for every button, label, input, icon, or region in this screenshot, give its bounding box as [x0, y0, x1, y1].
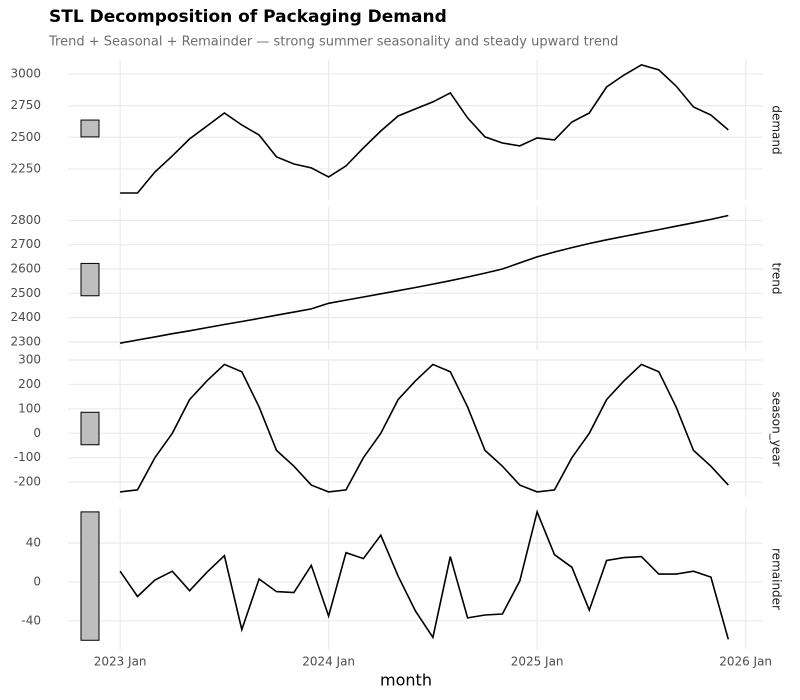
y-tick-label: 2600 [10, 262, 41, 276]
y-tick-label: 2800 [10, 213, 41, 227]
y-tick-label: 2400 [10, 310, 41, 324]
chart-subtitle: Trend + Seasonal + Remainder — strong su… [48, 35, 618, 50]
series-line [119, 214, 729, 344]
facet-label: trend [770, 263, 784, 295]
y-tick-label: -100 [14, 450, 41, 464]
facet-label: season_year [770, 392, 784, 467]
facet-label: remainder [770, 548, 784, 610]
y-tick-label: 2500 [10, 286, 41, 300]
y-tick-label: 300 [18, 353, 41, 367]
facet-label: demand [770, 105, 784, 154]
y-tick-label: 200 [18, 377, 41, 391]
y-tick-label: 3000 [10, 66, 41, 80]
y-tick-label: 2300 [10, 334, 41, 348]
x-tick-label: 2024 Jan [302, 655, 355, 669]
y-tick-label: 2250 [10, 161, 41, 175]
x-tick-label: 2025 Jan [511, 655, 564, 669]
y-tick-label: -40 [21, 613, 41, 627]
scale-bar [80, 411, 100, 446]
x-axis-label: month [380, 671, 432, 690]
series-line [120, 363, 729, 493]
y-tick-label: 0 [33, 426, 41, 440]
x-tick-label: 2026 Jan [719, 655, 772, 669]
y-tick-label: -200 [14, 475, 41, 489]
x-tick-label: 2023 Jan [94, 655, 147, 669]
series-line [120, 64, 729, 194]
y-tick-label: 40 [26, 536, 41, 550]
scale-bar [80, 119, 100, 138]
y-tick-label: 2500 [10, 130, 41, 144]
y-tick-label: 2750 [10, 98, 41, 112]
y-tick-label: 0 [33, 574, 41, 588]
y-tick-label: 100 [18, 401, 41, 415]
y-tick-label: 2700 [10, 237, 41, 251]
scale-bar [80, 262, 100, 297]
scale-bar [80, 511, 100, 641]
series-line [119, 509, 730, 640]
chart-title: STL Decomposition of Packaging Demand [49, 7, 447, 27]
